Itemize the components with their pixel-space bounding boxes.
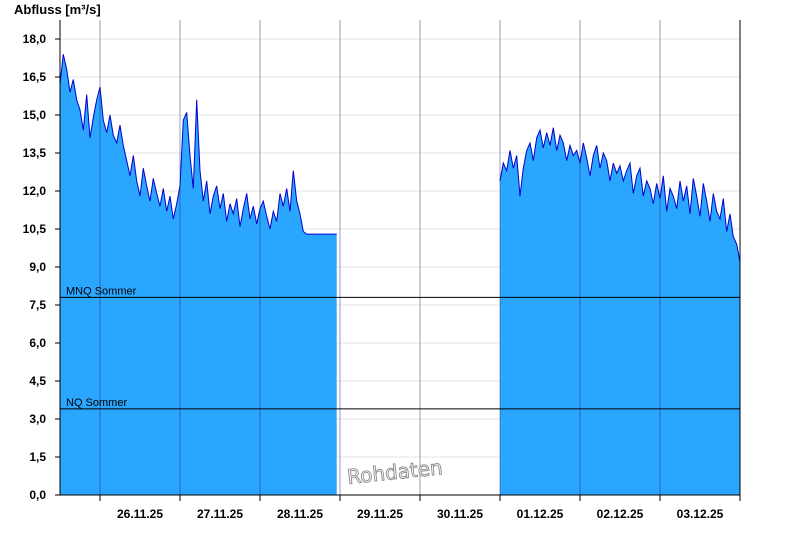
- y-tick-label: 0,0: [29, 488, 46, 502]
- y-tick-label: 13,5: [23, 146, 47, 160]
- y-tick-label: 15,0: [23, 108, 47, 122]
- y-tick-label: 4,5: [29, 374, 46, 388]
- watermark-text: Rohdaten: [346, 455, 444, 489]
- discharge-area: [60, 54, 740, 495]
- x-tick-label: 02.12.25: [597, 507, 644, 521]
- x-tick-label: 28.11.25: [277, 507, 323, 521]
- discharge-line-segment: [499, 127, 741, 262]
- y-axis-label: Abfluss [m³/s]: [14, 2, 101, 17]
- y-tick-label: 9,0: [29, 260, 46, 274]
- y-tick-label: 7,5: [29, 298, 46, 312]
- x-tick-label: 27.11.25: [197, 507, 243, 521]
- y-tick-label: 6,0: [29, 336, 46, 350]
- reference-lines: MNQ Sommer NQ Sommer: [60, 285, 740, 410]
- y-axis-ticks: 0,0 1,5 3,0 4,5 6,0 7,5 9,0 10,5 12,0 13,5 15,0 16,…: [23, 32, 60, 502]
- y-tick-label: 10,5: [23, 222, 47, 236]
- reference-line-label: NQ Sommer: [66, 397, 127, 409]
- x-tick-label: 30.11.25: [437, 507, 483, 521]
- y-tick-label: 12,0: [23, 184, 47, 198]
- y-tick-label: 3,0: [29, 412, 46, 426]
- y-tick-label: 16,5: [23, 70, 47, 84]
- discharge-area-segment: [500, 127, 740, 495]
- y-tick-label: 18,0: [23, 32, 47, 46]
- discharge-line-segment: [59, 54, 337, 235]
- axes: [59, 20, 741, 496]
- x-axis-ticks: 26.11.25 27.11.25 28.11.25 29.11.25 30.11.25…: [99, 495, 741, 521]
- x-tick-label: 26.11.25: [117, 507, 163, 521]
- reference-line-label: MNQ Sommer: [66, 285, 137, 297]
- x-tick-label: 29.11.25: [357, 507, 403, 521]
- day-separators: [99, 20, 661, 495]
- discharge-line: [59, 54, 741, 262]
- x-tick-label: 01.12.25: [517, 507, 564, 521]
- y-tick-label: 1,5: [29, 450, 46, 464]
- x-tick-label: 03.12.25: [677, 507, 724, 521]
- discharge-area-segment: [60, 54, 337, 495]
